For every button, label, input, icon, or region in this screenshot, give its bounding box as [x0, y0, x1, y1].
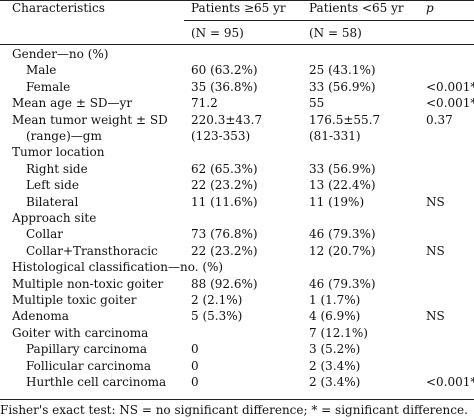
row-value-older: 22 (23.2%)	[191, 243, 258, 258]
row-label: Male	[26, 63, 57, 78]
row-value-younger: 2 (3.4%)	[309, 358, 361, 373]
row-label: Collar	[26, 227, 63, 242]
row-label: Left side	[26, 178, 79, 193]
row-value-younger: 33 (56.9%)	[309, 161, 376, 176]
table-footnote: Fisher's exact test: NS = no significant…	[0, 403, 468, 417]
row-value-older: 62 (65.3%)	[191, 161, 258, 176]
row-p-value: 0.37	[426, 112, 453, 127]
row-value-younger: (81-331)	[309, 129, 361, 143]
row-value-younger: 12 (20.7%)	[309, 243, 376, 258]
row-label: Mean age ± SD—yr	[12, 96, 133, 111]
bottom-rule	[0, 399, 474, 400]
row-label: Hurthle cell carcinoma	[26, 375, 167, 389]
row-label: Follicular carcinoma	[26, 358, 152, 373]
row-value-younger: 25 (43.1%)	[309, 63, 376, 78]
header-characteristics: Characteristics	[12, 1, 105, 15]
top-rule	[0, 0, 474, 1]
row-label: Multiple toxic goiter	[12, 293, 137, 307]
row-value-younger: 4 (6.9%)	[309, 309, 361, 324]
row-label: Collar+Transthoracic	[26, 243, 158, 258]
header-patients-older: Patients ≥65 yr	[191, 1, 286, 15]
row-value-older: 0	[191, 342, 199, 357]
row-p-value: NS	[426, 309, 445, 324]
row-label: Goiter with carcinoma	[12, 325, 149, 340]
row-label: Mean tumor weight ± SD	[12, 112, 168, 127]
row-p-value: <0.001*	[426, 79, 474, 94]
row-value-older: 73 (76.8%)	[191, 227, 258, 242]
row-value-older: 2 (2.1%)	[191, 293, 243, 307]
row-value-younger: 46 (79.3%)	[309, 227, 376, 242]
row-value-older: 220.3±43.7	[191, 112, 263, 127]
subheader-n-younger: (N = 58)	[309, 26, 362, 40]
row-label: Approach site	[12, 211, 97, 225]
row-label: Gender—no (%)	[12, 47, 109, 61]
row-label: Bilateral	[26, 194, 79, 209]
row-label: Right side	[26, 161, 88, 176]
row-p-value: NS	[426, 243, 445, 258]
row-value-older: (123-353)	[191, 129, 251, 143]
row-p-value: <0.001*	[426, 375, 474, 389]
subheader-n-older: (N = 95)	[191, 26, 244, 40]
header-p-value: p	[426, 1, 434, 15]
header-partial-rule	[184, 20, 474, 21]
row-value-older: 11 (11.6%)	[191, 194, 258, 209]
row-p-value: <0.001*	[426, 96, 474, 111]
row-value-younger: 46 (79.3%)	[309, 276, 376, 291]
row-value-younger: 11 (19%)	[309, 194, 365, 209]
row-value-younger: 7 (12.1%)	[309, 325, 368, 340]
row-value-younger: 13 (22.4%)	[309, 178, 376, 193]
row-value-younger: 1 (1.7%)	[309, 293, 361, 307]
row-p-value: NS	[426, 194, 445, 209]
row-value-older: 35 (36.8%)	[191, 79, 258, 94]
row-label: Histological classification—no. (%)	[12, 260, 224, 275]
row-label: (range)—gm	[26, 129, 102, 143]
row-value-younger: 2 (3.4%)	[309, 375, 361, 389]
row-value-younger: 33 (56.9%)	[309, 79, 376, 94]
row-value-older: 71.2	[191, 96, 218, 111]
row-value-older: 88 (92.6%)	[191, 276, 258, 291]
row-value-younger: 55	[309, 96, 325, 111]
row-label: Papillary carcinoma	[26, 342, 148, 357]
row-label: Adenoma	[12, 309, 69, 324]
row-value-younger: 176.5±55.7	[309, 112, 381, 127]
row-value-older: 22 (23.2%)	[191, 178, 258, 193]
header-bottom-rule	[0, 44, 474, 45]
row-value-older: 0	[191, 358, 199, 373]
header-patients-younger: Patients <65 yr	[309, 1, 404, 15]
row-label: Multiple non-toxic goiter	[12, 276, 164, 291]
row-value-older: 60 (63.2%)	[191, 63, 258, 78]
row-value-older: 0	[191, 375, 199, 389]
row-value-older: 5 (5.3%)	[191, 309, 243, 324]
row-label: Female	[26, 79, 71, 94]
row-label: Tumor location	[12, 145, 105, 160]
row-value-younger: 3 (5.2%)	[309, 342, 361, 357]
